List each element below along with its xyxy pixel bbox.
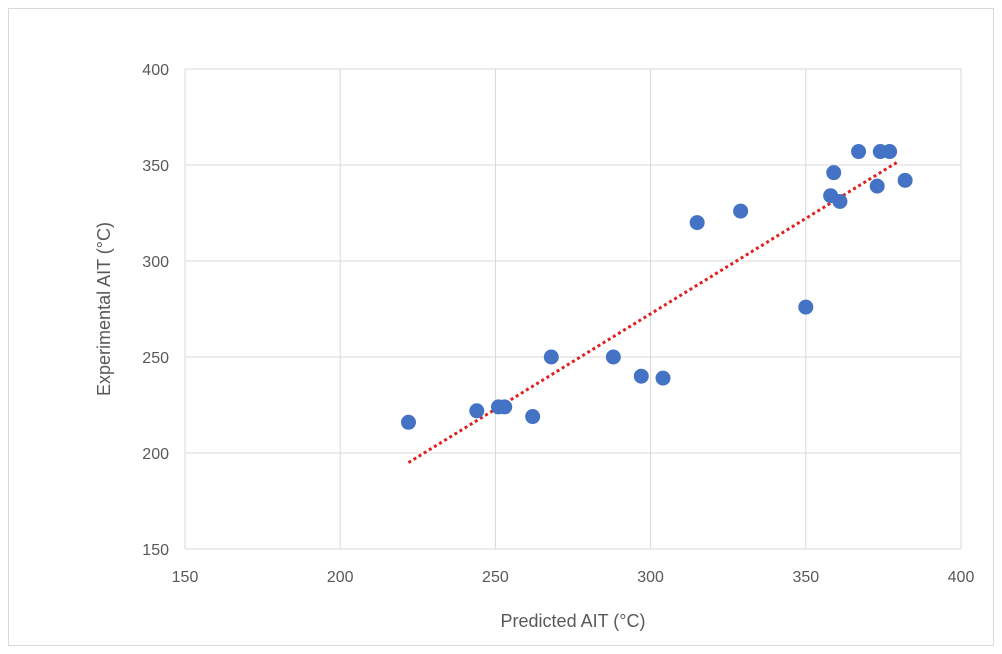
gridlines [184,68,962,550]
y-tick-labels: 150 200 250 300 350 400 [142,62,169,559]
data-point-0 [400,414,416,430]
x-tick-label-5: 400 [948,569,975,586]
y-tick-label-5: 400 [142,62,169,79]
data-point-16 [869,178,885,194]
trendline [407,159,900,464]
data-point-10 [733,203,749,219]
x-tick-label-1: 200 [327,569,354,586]
data-point-7 [633,368,649,384]
y-tick-label-2: 250 [142,350,169,367]
y-tick-label-1: 200 [142,446,169,463]
data-point-11 [798,299,814,315]
chart-frame [8,8,994,646]
x-tick-label-4: 350 [792,569,819,586]
data-point-18 [882,144,898,160]
trendline-group [407,159,900,464]
data-point-15 [851,144,867,160]
y-axis-title: Experimental AIT (°C) [94,222,114,396]
data-point-14 [832,193,848,209]
y-tick-label-3: 300 [142,254,169,271]
x-tick-labels: 150 200 250 300 350 400 [172,569,975,586]
data-points [400,144,913,430]
data-point-8 [655,370,671,386]
data-point-9 [689,215,705,231]
y-tick-label-4: 350 [142,158,169,175]
x-tick-label-2: 250 [482,569,509,586]
y-tick-label-0: 150 [142,542,169,559]
x-tick-label-3: 300 [637,569,664,586]
data-point-13 [826,165,842,181]
data-point-1 [469,403,485,419]
data-point-6 [605,349,621,365]
data-point-4 [525,409,541,425]
x-tick-label-0: 150 [172,569,199,586]
data-point-19 [897,172,913,188]
data-point-3 [497,399,513,415]
x-axis-title: Predicted AIT (°C) [501,611,646,631]
data-point-5 [543,349,559,365]
